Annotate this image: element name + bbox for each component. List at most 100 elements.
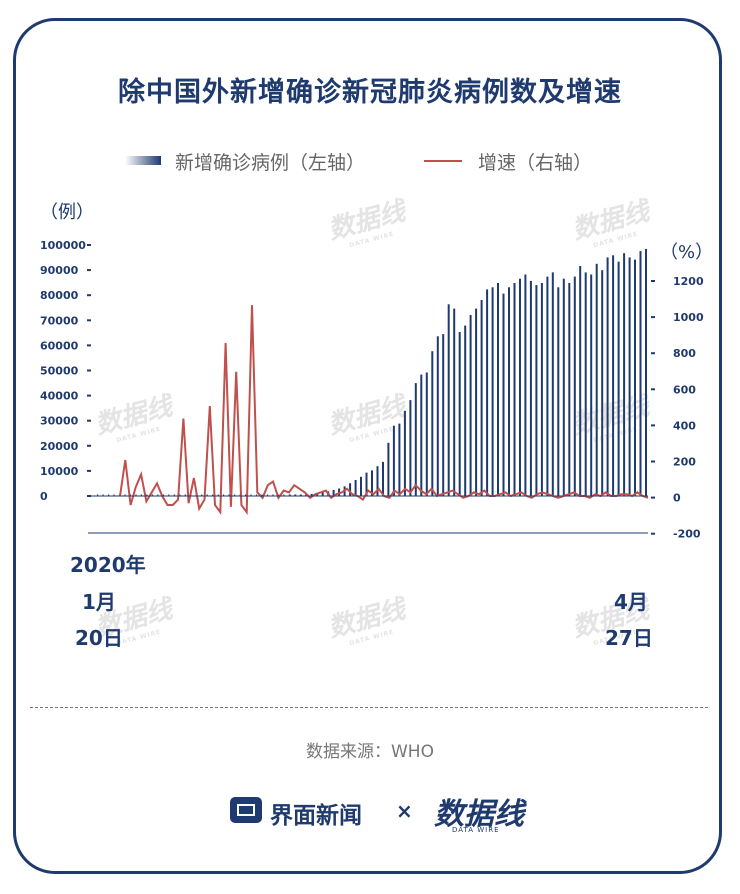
case-bar [349, 483, 352, 496]
case-bar [612, 255, 615, 496]
right-axis-unit: （%） [660, 242, 714, 263]
case-bar [409, 400, 412, 496]
case-bar [140, 494, 142, 496]
case-bar [382, 461, 384, 496]
case-bar [595, 263, 598, 496]
jiemian-logo-icon [230, 797, 262, 823]
case-bar [173, 494, 175, 496]
case-bar [480, 300, 483, 496]
left-tick-label: 20000 [40, 440, 79, 453]
case-bar [623, 253, 626, 496]
case-bar [283, 494, 285, 496]
case-bar [469, 315, 472, 496]
case-bar [217, 494, 219, 496]
case-bar [584, 272, 587, 497]
case-bar [272, 494, 274, 496]
case-bar [431, 351, 434, 496]
case-bar [403, 410, 406, 496]
case-bar [113, 494, 115, 496]
case-bar [634, 259, 636, 496]
left-tick-label: 90000 [40, 264, 79, 277]
case-bar [464, 325, 467, 496]
legend-line-label: 增速（右轴） [478, 152, 593, 174]
case-bar [601, 270, 604, 496]
case-bar [212, 494, 214, 496]
case-bar [376, 466, 379, 496]
left-tick-label: 30000 [40, 415, 79, 428]
case-bar [321, 492, 324, 496]
case-bar [568, 283, 571, 496]
left-tick-label: 100000 [40, 239, 86, 252]
case-bar [425, 372, 428, 496]
case-bar [371, 470, 373, 496]
case-bar [228, 494, 230, 496]
left-tick-label: 60000 [40, 339, 79, 352]
left-tick-label: 10000 [40, 465, 79, 478]
left-tick-label: 0 [40, 490, 48, 503]
case-bar [645, 248, 647, 496]
case-bar [398, 423, 401, 496]
case-bar [234, 494, 236, 496]
case-bar [557, 287, 560, 496]
case-bar [102, 494, 104, 496]
case-bar [497, 283, 499, 496]
left-tick-label: 80000 [40, 289, 79, 302]
chart-legend: 新增确诊病例（左轴） 增速（右轴） [0, 148, 740, 174]
case-bar [628, 257, 631, 496]
case-bar [502, 293, 505, 496]
case-bar [255, 494, 258, 496]
case-bar [146, 494, 148, 496]
case-bar [590, 274, 593, 496]
right-tick-label: -200 [673, 528, 701, 541]
case-bar [206, 494, 208, 496]
case-bar [513, 283, 516, 496]
case-bar [179, 494, 181, 496]
start-day-label: 20日 [75, 626, 123, 650]
case-bar [414, 383, 417, 496]
case-bar [151, 494, 153, 496]
case-bar [266, 494, 269, 496]
partner-logo-sub: DATA WIRE [452, 826, 500, 834]
right-tick-label: 800 [673, 347, 696, 360]
case-bar [338, 488, 341, 496]
case-bar [524, 274, 527, 496]
case-bar [392, 425, 395, 496]
case-bar [135, 494, 137, 496]
legend-bar-swatch [125, 156, 161, 165]
case-bar [436, 336, 439, 497]
case-bar [168, 494, 170, 496]
right-tick-label: 0 [673, 492, 681, 505]
case-bar [162, 494, 164, 496]
case-bar [157, 494, 159, 496]
case-bar [299, 494, 302, 496]
footer-divider [30, 707, 708, 708]
case-bar [420, 374, 423, 496]
start-month-label: 1月 [82, 590, 116, 614]
case-bar [486, 289, 489, 496]
case-bar [129, 494, 132, 496]
case-bar [579, 266, 582, 496]
case-bar [639, 251, 642, 496]
case-bar [491, 287, 494, 496]
left-tick-label: 40000 [40, 390, 79, 403]
left-tick-label: 50000 [40, 365, 79, 378]
case-bar [201, 494, 203, 496]
chart-title: 除中国外新增确诊新冠肺炎病例数及增速 [118, 77, 622, 108]
legend-line-swatch [424, 160, 462, 162]
case-bar [475, 308, 478, 496]
case-bar [360, 476, 362, 496]
case-bar [365, 472, 368, 496]
case-bar [562, 278, 565, 496]
case-bar [535, 285, 538, 496]
case-bar [245, 494, 247, 496]
case-bar [288, 494, 291, 496]
case-bar [354, 480, 357, 496]
case-bar [294, 494, 297, 496]
case-bar [458, 332, 461, 496]
case-bar [453, 308, 456, 496]
brand-name: 界面新闻 [270, 803, 362, 829]
case-bar [519, 278, 521, 496]
case-bar [124, 494, 126, 496]
start-year-label: 2020年 [70, 553, 146, 577]
